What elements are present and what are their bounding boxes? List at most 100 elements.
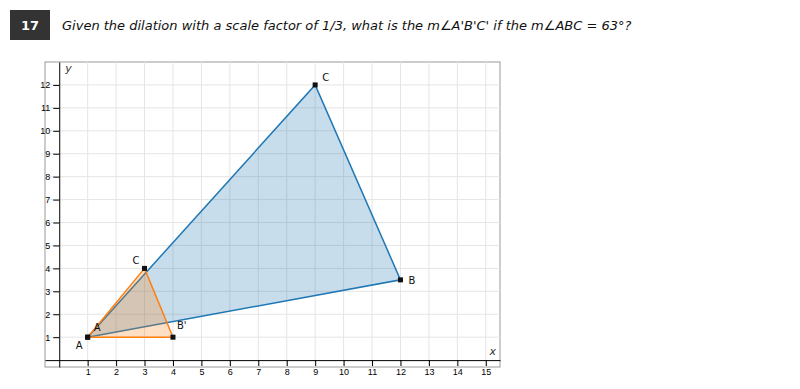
- tick-label: 9: [45, 149, 50, 159]
- tick-label: 1: [86, 368, 91, 378]
- tick-label: 3: [143, 368, 148, 378]
- vertex-label: B: [408, 275, 415, 286]
- tick: 3: [143, 360, 148, 377]
- axis-line: [46, 360, 501, 361]
- vertex: [85, 335, 90, 340]
- tick-label: 12: [40, 80, 50, 90]
- tick-mark: [53, 177, 59, 178]
- tick-label: 6: [45, 218, 50, 228]
- tick: 8: [45, 172, 59, 182]
- tick-mark: [53, 200, 59, 201]
- tick-mark: [53, 154, 59, 155]
- tick-label: 3: [45, 287, 50, 297]
- vertex-label: B': [177, 320, 187, 331]
- tick-mark: [53, 268, 59, 269]
- vertex-label: C: [322, 72, 329, 83]
- tick-label: 10: [40, 126, 50, 136]
- tick-mark: [230, 360, 231, 366]
- tick-label: 12: [396, 368, 406, 378]
- y-axis: 123456789101112: [40, 63, 60, 368]
- tick: 5: [199, 360, 204, 377]
- tick: 5: [45, 241, 59, 251]
- badge-text: 17: [21, 18, 39, 33]
- vertex-label: A: [76, 340, 83, 351]
- tick-mark: [53, 337, 59, 338]
- tick-label: 4: [45, 264, 50, 274]
- tick-label: 5: [45, 241, 50, 251]
- tick-mark: [53, 291, 59, 292]
- tick-mark: [344, 360, 345, 366]
- vertex: [398, 277, 403, 282]
- vertex-labels: A B C A B' C: [76, 72, 416, 351]
- vertex-label: A: [94, 322, 101, 333]
- tick: 4: [45, 264, 59, 274]
- tick-label: 1: [45, 333, 50, 343]
- tick-mark: [116, 360, 117, 366]
- tick-label: 8: [45, 172, 50, 182]
- tick-mark: [53, 85, 59, 86]
- tick: 2: [45, 310, 59, 320]
- plot-frame: [45, 62, 500, 367]
- tick: 1: [86, 360, 91, 377]
- tick-mark: [372, 360, 373, 366]
- tick: 7: [45, 195, 59, 205]
- marks: [85, 82, 403, 339]
- tick-mark: [173, 360, 174, 366]
- grid-line-y: [45, 107, 500, 108]
- grid: [45, 62, 500, 367]
- vertex: [85, 335, 90, 340]
- tick-mark: [53, 314, 59, 315]
- tick-label: 11: [41, 103, 50, 113]
- tick-label: 9: [313, 368, 318, 378]
- title: Given the dilation with a scale factor o…: [62, 18, 632, 33]
- tick: 11: [368, 360, 377, 377]
- tick: 12: [396, 360, 406, 377]
- tick-mark: [53, 223, 59, 224]
- tick-mark: [53, 108, 59, 109]
- tick-label: 15: [481, 368, 491, 378]
- tick: 12: [40, 80, 59, 90]
- tick-mark: [400, 360, 401, 366]
- vertex: [142, 266, 147, 271]
- grid-line-y: [45, 84, 500, 85]
- tick-label: 6: [228, 368, 233, 378]
- tick-label: 4: [171, 368, 176, 378]
- tick-mark: [315, 360, 316, 366]
- tick: 9: [313, 360, 318, 377]
- chart: 17Given the dilation with a scale factor…: [0, 0, 800, 389]
- tick-mark: [145, 360, 146, 366]
- tick-mark: [457, 360, 458, 366]
- tick-mark: [53, 245, 59, 246]
- tick: 6: [228, 360, 233, 377]
- tick: 10: [40, 126, 59, 136]
- tick: 4: [171, 360, 176, 377]
- tick-mark: [287, 360, 288, 366]
- tick: 6: [45, 218, 59, 228]
- tick: 15: [481, 360, 491, 377]
- vertex: [170, 335, 175, 340]
- vertex-label: C: [133, 255, 140, 266]
- tick-mark: [486, 360, 487, 366]
- tick: 13: [424, 360, 434, 377]
- tick-mark: [88, 360, 89, 366]
- triangle: [88, 268, 173, 337]
- x-axis-label: x: [488, 345, 496, 358]
- tick-label: 7: [256, 368, 261, 378]
- tick: 10: [339, 360, 349, 377]
- tick: 1: [45, 333, 59, 343]
- tick-label: 11: [368, 368, 377, 378]
- tick-label: 2: [114, 368, 119, 378]
- y-axis-label: y: [64, 62, 72, 75]
- tick-label: 10: [339, 368, 349, 378]
- tick-label: 13: [424, 368, 434, 378]
- tick-mark: [429, 360, 430, 366]
- tick: 9: [45, 149, 59, 159]
- axis-line: [59, 63, 60, 368]
- header-badge: 17: [10, 10, 50, 40]
- tick-label: 7: [45, 195, 50, 205]
- badge-box: [10, 10, 50, 40]
- tick-label: 14: [453, 368, 463, 378]
- tick: 2: [114, 360, 119, 377]
- tick-label: 5: [199, 368, 204, 378]
- tick-mark: [201, 360, 202, 366]
